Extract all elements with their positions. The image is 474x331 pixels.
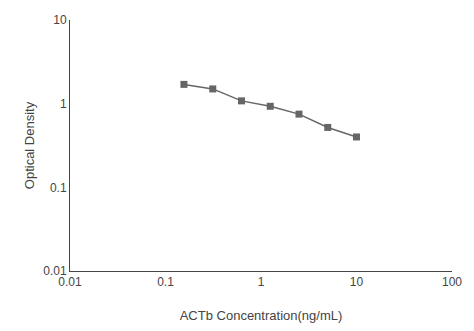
svg-text:0.1: 0.1 xyxy=(157,275,174,289)
svg-text:10: 10 xyxy=(350,275,364,289)
svg-text:1: 1 xyxy=(60,97,67,111)
svg-text:1: 1 xyxy=(258,275,265,289)
svg-text:Optical Density: Optical Density xyxy=(22,101,37,189)
svg-text:10: 10 xyxy=(53,13,67,27)
svg-text:0.1: 0.1 xyxy=(50,181,67,195)
svg-text:0.01: 0.01 xyxy=(43,264,67,278)
svg-text:100: 100 xyxy=(442,275,462,289)
svg-text:0.01: 0.01 xyxy=(58,275,82,289)
svg-text:ACTb Concentration(ng/mL): ACTb Concentration(ng/mL) xyxy=(180,308,343,323)
